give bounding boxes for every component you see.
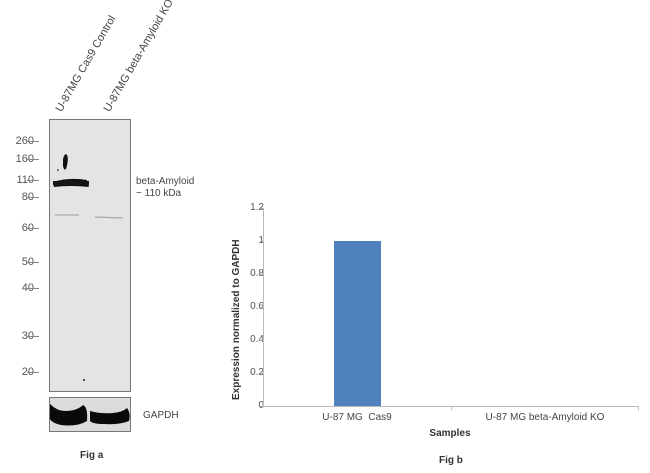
y-tick-label: 0: [234, 400, 264, 411]
x-category-label-cas9: U-87 MG Cas9: [322, 412, 392, 423]
mw-tick: [27, 180, 39, 181]
mw-tick: [27, 288, 39, 289]
y-tick: [260, 208, 264, 209]
mw-tick: [27, 159, 39, 160]
y-tick: [260, 373, 264, 374]
mw-tick: [27, 336, 39, 337]
blot-membrane: [49, 119, 131, 392]
y-tick-label: 1.2: [250, 202, 264, 213]
y-tick: [260, 274, 264, 275]
mw-tick: [27, 141, 39, 142]
mw-marker-260: 260: [15, 135, 34, 147]
y-tick-label: 0.6: [250, 301, 264, 312]
band-label-size: ~ 110 kDa: [136, 188, 182, 199]
band-label: beta-Amyloid ~ 110 kDa: [136, 176, 194, 200]
mw-tick: [27, 197, 39, 198]
y-tick-label: 0.8: [250, 268, 264, 279]
fig-a-caption: Fig a: [80, 450, 104, 461]
mw-tick: [27, 262, 39, 263]
y-tick-label: 0.4: [250, 334, 264, 345]
mw-tick: [27, 228, 39, 229]
mw-tick: [27, 372, 39, 373]
y-tick: [260, 340, 264, 341]
mw-marker-160: 160: [15, 153, 34, 165]
x-category-label-ko: U-87 MG beta-Amyloid KO: [485, 412, 605, 423]
bar-cas9: [334, 241, 381, 406]
y-tick: [260, 241, 264, 242]
gapdh-blot: [49, 397, 131, 432]
y-tick-label: 1: [234, 235, 264, 246]
x-tick: [451, 406, 452, 410]
x-tick: [638, 406, 639, 410]
mw-marker-110: 110: [16, 174, 34, 186]
x-axis-title: Samples: [429, 428, 471, 439]
y-tick-label: 0.2: [250, 367, 264, 378]
y-axis-line: [263, 208, 264, 407]
gapdh-label: GAPDH: [143, 410, 179, 421]
fig-b-caption: Fig b: [439, 455, 463, 466]
y-tick: [260, 406, 264, 407]
y-tick: [260, 307, 264, 308]
band-label-name: beta-Amyloid: [136, 176, 195, 187]
